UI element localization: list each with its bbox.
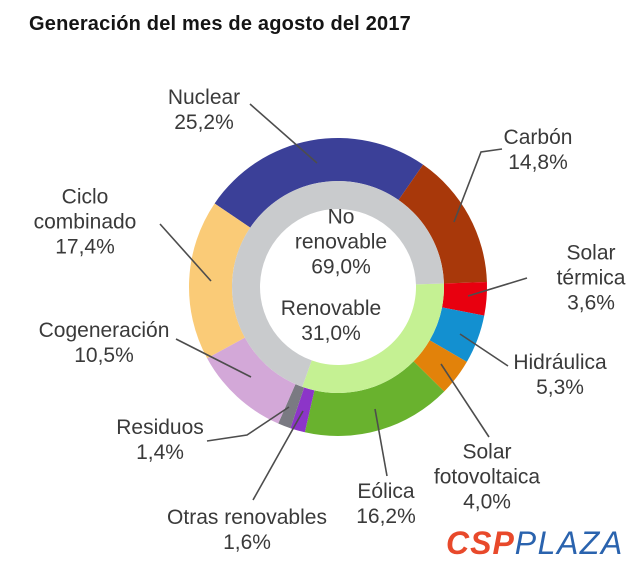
label-no-renovable: No renovable 69,0% [293, 205, 389, 280]
label-value: 69,0% [311, 255, 371, 279]
label-value: 10,5% [74, 344, 134, 367]
label-name: Ciclo combinado [33, 185, 137, 234]
label-nuclear: Nuclear 25,2% [134, 85, 274, 135]
leader-line-carbon [453, 148, 503, 223]
label-hidraulica: Hidráulica 5,3% [498, 350, 623, 400]
donut-segment-ciclo-combinado [189, 203, 251, 359]
label-value: 25,2% [174, 111, 234, 134]
inner-segment-renovable [302, 283, 444, 394]
leader-line-nuclear [249, 103, 318, 164]
label-solar-termica: Solar térmica 3,6% [541, 241, 640, 316]
label-name: Residuos [116, 416, 204, 439]
leader-line-hidraulica [459, 333, 509, 367]
label-cogeneracion: Cogeneración 10,5% [24, 318, 184, 368]
donut-segment-solar-fotovoltaica [413, 340, 467, 392]
donut-segment-solar-termica [442, 282, 488, 316]
label-name: Renovable [280, 297, 382, 320]
label-value: 14,8% [508, 151, 568, 174]
leader-line-solar-fotovoltaica [440, 363, 490, 438]
donut-segment-residuos [278, 384, 305, 429]
label-residuos: Residuos 1,4% [103, 415, 218, 465]
label-name: Carbón [503, 126, 573, 149]
donut-segment-cogeneracion [207, 337, 296, 424]
label-value: 31,0% [301, 322, 361, 345]
label-renovable: Renovable 31,0% [256, 296, 406, 346]
logo-csp-text: CSP [446, 525, 515, 561]
label-value: 4,0% [463, 490, 511, 514]
leader-line-otras-renovables [252, 410, 304, 501]
leader-line-residuos [206, 406, 290, 442]
donut-segment-nuclear [214, 137, 424, 228]
donut-segment-eolica [304, 361, 445, 436]
csp-plaza-logo: CSPPLAZA [446, 524, 624, 562]
label-name: Eólica [357, 480, 415, 503]
leader-line-ciclo-combinado [159, 223, 212, 282]
donut-segment-otras-renovables [290, 387, 315, 433]
leader-line-eolica [374, 408, 388, 477]
leader-line-cogeneracion [175, 338, 252, 378]
label-value: 1,6% [223, 531, 271, 554]
label-carbon: Carbón 14,8% [483, 125, 593, 175]
label-value: 3,6% [567, 291, 615, 315]
label-ciclo-combinado: Ciclo combinado 17,4% [28, 185, 143, 260]
label-otras-renovables: Otras renovables 1,6% [155, 505, 340, 555]
label-name: Otras renovables [167, 506, 327, 529]
label-eolica: Eólica 16,2% [336, 479, 436, 529]
leader-line-solar-termica [467, 277, 528, 297]
donut-segment-hidraulica [429, 307, 485, 362]
label-value: 5,3% [536, 376, 584, 399]
chart-title: Generación del mes de agosto del 2017 [29, 13, 411, 35]
label-name: Solar fotovoltaica [433, 440, 541, 489]
label-name: No renovable [294, 205, 388, 254]
label-solar-fotovoltaica: Solar fotovoltaica 4,0% [425, 440, 550, 515]
label-name: Nuclear [167, 86, 241, 109]
label-name: Hidráulica [513, 351, 607, 374]
logo-plaza-text: PLAZA [514, 525, 624, 561]
label-value: 16,2% [356, 505, 416, 528]
label-value: 1,4% [136, 441, 184, 464]
label-name: Cogeneración [38, 319, 170, 342]
donut-segment-carbon [398, 164, 487, 284]
label-name: Solar térmica [556, 241, 626, 290]
label-value: 17,4% [55, 235, 115, 259]
